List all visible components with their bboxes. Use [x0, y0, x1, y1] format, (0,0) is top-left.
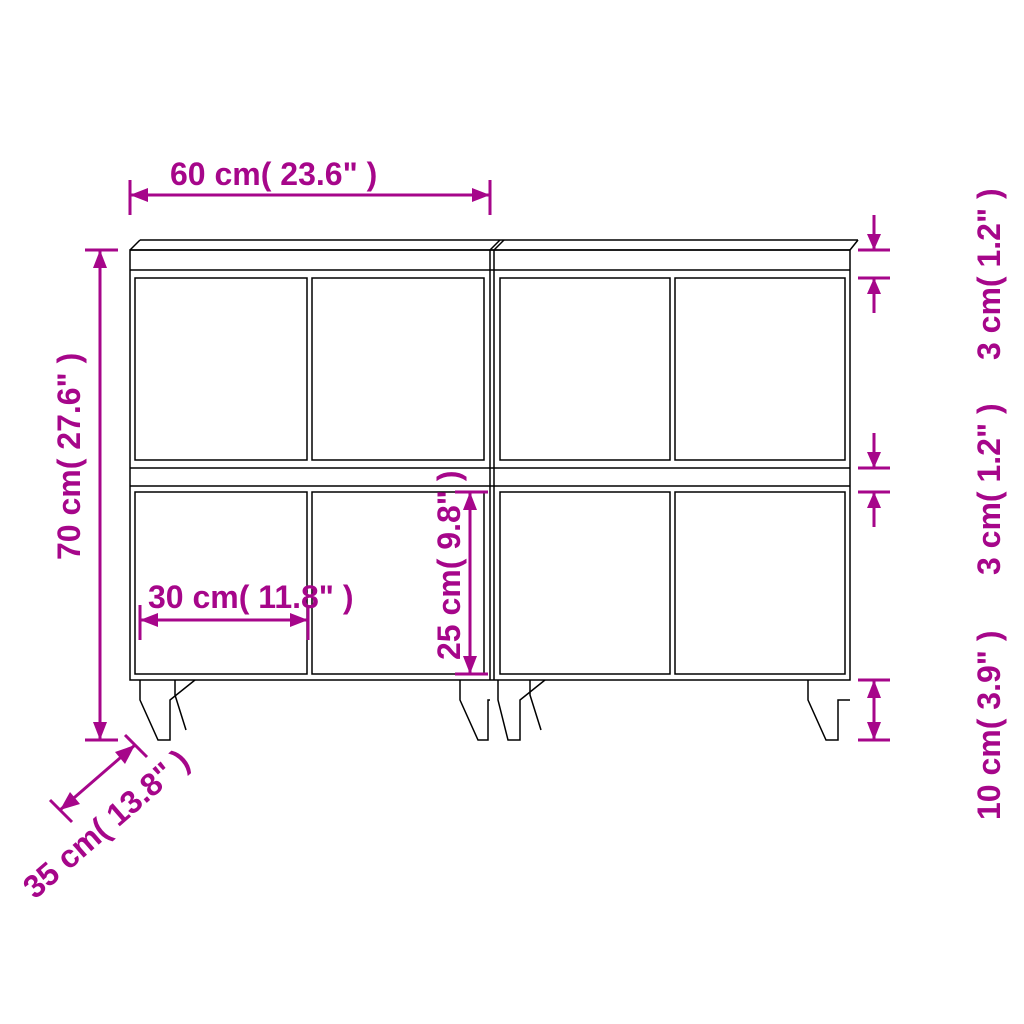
cabinet-drawing: [130, 240, 858, 740]
dim-drawer-h-25: 25 cm( 9.8" ): [431, 471, 488, 674]
dim-drawer-h-label: 25 cm( 9.8" ): [431, 471, 467, 660]
dim-drawer-w-30: 30 cm( 11.8" ): [140, 579, 354, 640]
dim-width-60: 60 cm( 23.6" ): [130, 156, 490, 215]
dim-leg-label: 10 cm( 3.9" ): [971, 631, 1007, 820]
dim-drawer-w-label: 30 cm( 11.8" ): [148, 579, 354, 615]
dim-leg-10: 10 cm( 3.9" ): [858, 631, 1007, 820]
dim-gap-mid-label: 3 cm( 1.2" ): [971, 403, 1007, 575]
dim-height-label: 70 cm( 27.6" ): [51, 353, 87, 560]
dim-depth-label: 35 cm( 13.8" ): [16, 742, 196, 905]
dim-depth-35: 35 cm( 13.8" ): [16, 735, 196, 905]
dim-height-70: 70 cm( 27.6" ): [51, 250, 118, 740]
dim-gap-mid-3: 3 cm( 1.2" ): [858, 403, 1007, 575]
cabinet-legs: [140, 680, 850, 740]
dim-gap-top-3: 3 cm( 1.2" ): [858, 188, 1007, 360]
dim-width-label: 60 cm( 23.6" ): [170, 156, 377, 192]
dim-gap-top-label: 3 cm( 1.2" ): [971, 188, 1007, 360]
